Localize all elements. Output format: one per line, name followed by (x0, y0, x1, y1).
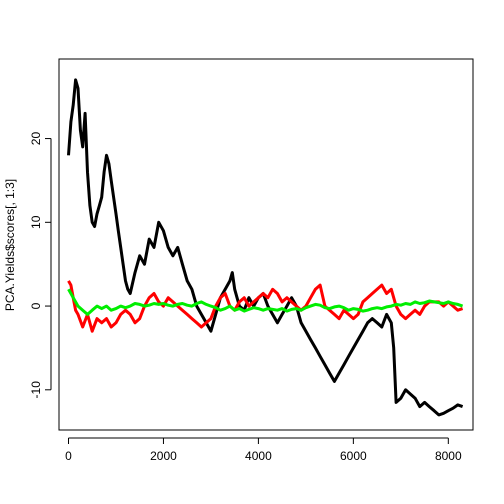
x-tick-label: 8000 (435, 449, 462, 463)
y-tick-label: -10 (29, 381, 43, 399)
plot-frame (58, 58, 474, 431)
series-layer (67, 78, 464, 417)
y-axis: -10 0 10 20 (29, 132, 52, 399)
series-1-line (67, 78, 464, 417)
x-tick-label: 6000 (340, 449, 367, 463)
series-3-line (67, 288, 464, 316)
x-tick-label: 2000 (150, 449, 177, 463)
y-tick-label: 0 (29, 302, 43, 309)
x-tick-label: 4000 (245, 449, 272, 463)
y-axis-title: PCA.Yields$scores[, 1:3] (3, 179, 17, 311)
x-axis: 0 2000 4000 6000 8000 (65, 437, 462, 463)
y-tick-label: 10 (29, 215, 43, 229)
x-tick-label: 0 (65, 449, 72, 463)
y-tick-label: 20 (29, 132, 43, 146)
